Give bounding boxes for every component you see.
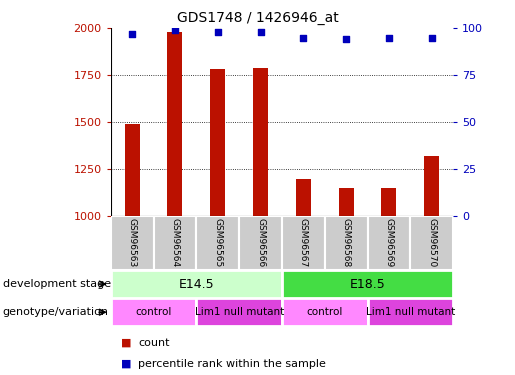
Bar — [282, 216, 325, 270]
Bar — [282, 298, 368, 326]
Text: GSM96567: GSM96567 — [299, 218, 308, 267]
Point — [299, 34, 307, 40]
Text: GSM96563: GSM96563 — [128, 218, 136, 267]
Text: E18.5: E18.5 — [350, 278, 385, 291]
Bar — [167, 32, 182, 216]
Point — [256, 29, 265, 35]
Text: genotype/variation: genotype/variation — [3, 307, 109, 317]
Bar — [111, 270, 282, 298]
Bar — [125, 124, 140, 216]
Point — [385, 34, 393, 40]
Text: GSM96568: GSM96568 — [341, 218, 351, 267]
Text: Lim1 null mutant: Lim1 null mutant — [366, 307, 455, 317]
Text: control: control — [135, 307, 171, 317]
Point — [427, 34, 436, 40]
Bar — [410, 216, 453, 270]
Point — [342, 36, 350, 42]
Bar — [239, 216, 282, 270]
Bar — [325, 216, 368, 270]
Bar — [282, 270, 453, 298]
Point — [171, 27, 179, 33]
Bar — [339, 188, 354, 216]
Text: GSM96569: GSM96569 — [385, 218, 393, 267]
Bar — [253, 68, 268, 216]
Bar — [153, 216, 196, 270]
Bar — [382, 188, 397, 216]
Bar — [196, 216, 239, 270]
Bar — [368, 298, 453, 326]
Bar — [111, 298, 196, 326]
Text: development stage: development stage — [3, 279, 111, 289]
Bar — [111, 216, 153, 270]
Text: Lim1 null mutant: Lim1 null mutant — [195, 307, 284, 317]
Bar — [210, 69, 225, 216]
Bar — [368, 216, 410, 270]
Text: percentile rank within the sample: percentile rank within the sample — [138, 359, 326, 369]
Text: count: count — [138, 338, 169, 348]
Bar — [424, 156, 439, 216]
Text: ■: ■ — [121, 359, 135, 369]
Bar — [196, 298, 282, 326]
Point — [214, 29, 222, 35]
Text: GDS1748 / 1426946_at: GDS1748 / 1426946_at — [177, 11, 338, 25]
Text: GSM96565: GSM96565 — [213, 218, 222, 267]
Point — [128, 31, 136, 37]
Text: GSM96570: GSM96570 — [427, 218, 436, 267]
Text: GSM96564: GSM96564 — [170, 218, 179, 267]
Text: E14.5: E14.5 — [179, 278, 214, 291]
Bar — [296, 179, 311, 216]
Text: ■: ■ — [121, 338, 135, 348]
Text: control: control — [306, 307, 343, 317]
Text: GSM96566: GSM96566 — [256, 218, 265, 267]
